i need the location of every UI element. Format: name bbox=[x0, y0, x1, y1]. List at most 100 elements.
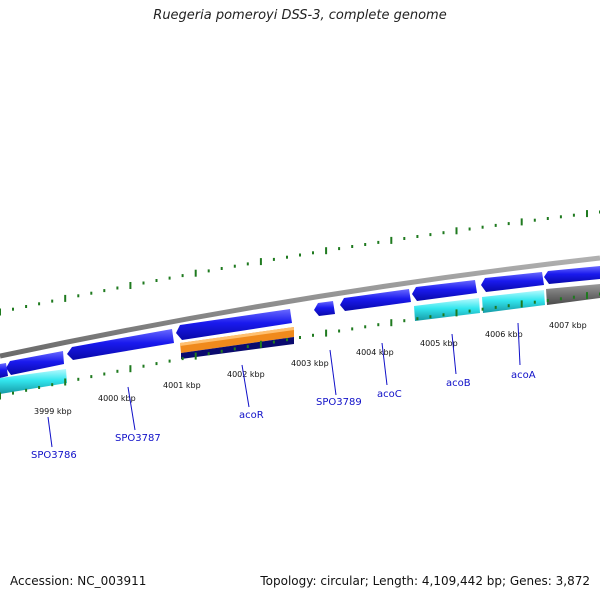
gene-arrow-acoA bbox=[481, 272, 544, 292]
major-tick bbox=[0, 392, 1, 400]
map-title: Ruegeria pomeroyi DSS-3, complete genome bbox=[153, 8, 447, 23]
minor-tick bbox=[220, 267, 223, 270]
inner-tick-ring bbox=[0, 292, 600, 400]
feature-cyan-left bbox=[0, 369, 67, 394]
minor-tick bbox=[533, 218, 536, 222]
gene-label-acoR[interactable]: acoR bbox=[239, 410, 264, 421]
minor-tick bbox=[12, 391, 14, 395]
major-tick bbox=[520, 218, 523, 226]
genome-backbone bbox=[0, 255, 600, 359]
minor-tick bbox=[572, 213, 575, 217]
major-tick bbox=[259, 340, 262, 348]
gene-arrow-spo3787 bbox=[67, 329, 174, 360]
gene-label-spo3786[interactable]: SPO3786 bbox=[31, 450, 77, 461]
minor-tick bbox=[572, 295, 575, 299]
outer-tick-ring bbox=[0, 210, 600, 316]
gene-arrow-acoC bbox=[340, 289, 411, 311]
major-tick bbox=[194, 352, 197, 360]
gene-label-spo3787[interactable]: SPO3787 bbox=[115, 433, 161, 444]
minor-tick bbox=[442, 231, 445, 235]
scale-labels: 3999 kbp 4000 kbp 4001 kbp 4002 kbp 4003… bbox=[34, 321, 587, 416]
major-tick bbox=[325, 247, 328, 255]
major-tick bbox=[586, 292, 588, 300]
minor-tick bbox=[233, 264, 236, 268]
minor-tick bbox=[12, 307, 14, 311]
minor-tick bbox=[207, 352, 210, 356]
leader-line bbox=[451, 333, 457, 375]
minor-tick bbox=[181, 274, 184, 278]
minor-tick bbox=[77, 294, 80, 298]
minor-tick bbox=[559, 215, 562, 219]
gene-arrow-next bbox=[544, 266, 600, 284]
minor-tick bbox=[246, 345, 249, 349]
leader-line bbox=[241, 364, 250, 408]
minor-tick bbox=[286, 338, 288, 342]
gene-arrow-spo3789 bbox=[314, 301, 335, 316]
minor-tick bbox=[494, 305, 497, 309]
minor-tick bbox=[338, 247, 341, 251]
leader-line bbox=[329, 349, 337, 396]
minor-tick bbox=[168, 359, 171, 363]
gene-label-spo3789[interactable]: SPO3789 bbox=[316, 397, 362, 408]
scale-label: 4006 kbp bbox=[485, 330, 523, 339]
minor-tick bbox=[351, 327, 354, 331]
minor-tick bbox=[220, 349, 223, 353]
minor-tick bbox=[181, 357, 184, 361]
minor-tick bbox=[286, 255, 288, 259]
major-tick bbox=[194, 269, 197, 277]
major-tick bbox=[129, 282, 132, 289]
minor-tick bbox=[429, 315, 432, 319]
minor-tick bbox=[90, 291, 93, 295]
minor-tick bbox=[338, 329, 341, 333]
gene-label-leaders bbox=[47, 322, 521, 448]
minor-tick bbox=[533, 300, 536, 304]
scale-label: 4003 kbp bbox=[291, 359, 329, 368]
major-tick bbox=[390, 236, 393, 244]
leader-line bbox=[127, 386, 136, 431]
feature-orange-highlight bbox=[180, 327, 294, 346]
gene-label-acoA[interactable]: acoA bbox=[511, 370, 536, 381]
minor-tick bbox=[507, 304, 510, 308]
minor-tick bbox=[207, 269, 210, 273]
minor-tick bbox=[168, 276, 171, 280]
minor-tick bbox=[38, 302, 41, 306]
minor-tick bbox=[364, 325, 367, 329]
minor-tick bbox=[272, 257, 275, 261]
minor-tick bbox=[51, 299, 54, 303]
minor-tick bbox=[155, 279, 158, 282]
minor-tick bbox=[416, 317, 419, 321]
minor-tick bbox=[442, 313, 445, 317]
minor-tick bbox=[142, 364, 145, 368]
major-tick bbox=[390, 319, 393, 327]
accession-label: Accession: NC_003911 bbox=[10, 574, 147, 588]
scale-label: 4002 kbp bbox=[227, 370, 265, 379]
gene-arrow-acoB bbox=[412, 280, 477, 301]
minor-tick bbox=[403, 237, 406, 240]
feature-cyan-acoA bbox=[482, 290, 545, 313]
major-tick bbox=[64, 294, 67, 302]
feature-cyan-acoB bbox=[414, 298, 480, 321]
minor-tick bbox=[155, 362, 158, 366]
minor-tick bbox=[103, 372, 106, 376]
minor-tick bbox=[51, 383, 54, 387]
minor-tick bbox=[429, 233, 432, 237]
major-tick bbox=[325, 329, 328, 337]
forward-strand-genes bbox=[0, 266, 600, 378]
gene-label-acoC[interactable]: acoC bbox=[377, 389, 402, 400]
leader-line bbox=[47, 416, 53, 448]
minor-tick bbox=[25, 388, 28, 392]
major-tick bbox=[586, 210, 588, 218]
major-tick bbox=[259, 258, 262, 266]
gene-label-acoB[interactable]: acoB bbox=[446, 378, 471, 389]
leader-line bbox=[381, 342, 388, 386]
minor-tick bbox=[364, 243, 367, 246]
minor-tick bbox=[38, 386, 41, 389]
minor-tick bbox=[25, 305, 28, 308]
minor-tick bbox=[494, 223, 497, 227]
minor-tick bbox=[116, 369, 119, 373]
minor-tick bbox=[468, 309, 471, 313]
gene-arrow-acoR bbox=[176, 309, 292, 340]
minor-tick bbox=[481, 307, 484, 311]
